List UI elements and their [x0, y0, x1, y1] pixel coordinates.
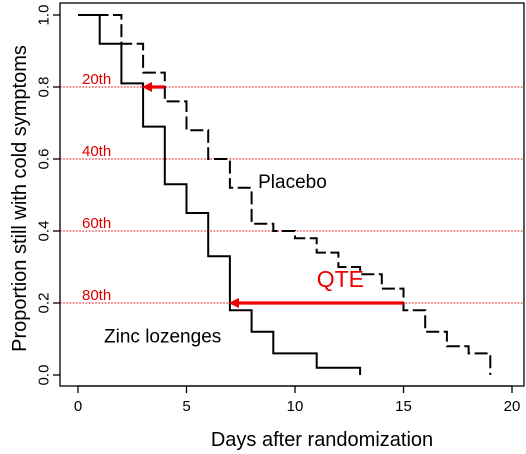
series-line-zinc-lozenges — [78, 14, 362, 375]
y-tick-label: 0.2 — [36, 293, 53, 314]
series-label: Zinc lozenges — [104, 327, 221, 348]
percentile-label: 40th — [82, 143, 111, 160]
x-tick-label: 20 — [504, 398, 521, 415]
x-axis-title: Days after randomization — [211, 429, 433, 451]
percentile-label: 60th — [82, 215, 111, 232]
percentile-label: 80th — [82, 287, 111, 304]
x-tick-label: 10 — [287, 398, 304, 415]
series-layer — [78, 14, 492, 375]
annotations-layer: Placebo Zinc lozenges QTE — [104, 172, 364, 348]
y-tick-label: 1.0 — [36, 5, 53, 26]
y-tick-label: 0.0 — [36, 365, 53, 386]
percentile-label: 20th — [82, 71, 111, 88]
arrows-layer — [141, 81, 404, 309]
x-axis: 0 5 10 15 20 — [74, 385, 521, 415]
y-axis: 0.0 0.2 0.4 0.6 0.8 1.0 — [36, 5, 60, 386]
y-tick-label: 0.4 — [36, 221, 53, 242]
series-label: Placebo — [258, 172, 327, 193]
series-line-placebo — [78, 14, 492, 375]
x-tick-label: 0 — [74, 398, 82, 415]
qte-label: QTE — [317, 266, 364, 292]
y-tick-label: 0.8 — [36, 77, 53, 98]
y-tick-label: 0.6 — [36, 149, 53, 170]
x-tick-label: 15 — [395, 398, 412, 415]
y-axis-title: Proportion still with cold symptoms — [9, 45, 31, 352]
x-tick-label: 5 — [182, 398, 190, 415]
